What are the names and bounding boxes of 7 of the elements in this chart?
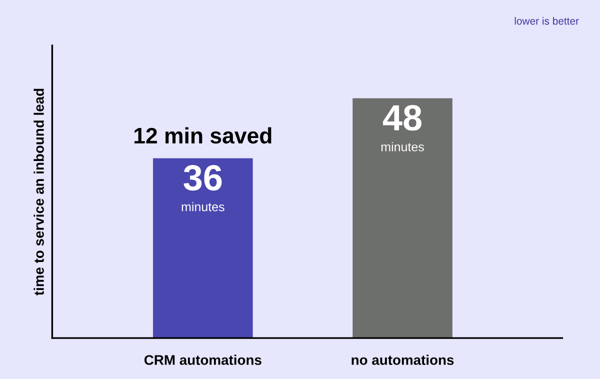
data-label: 48 minutes: [381, 105, 424, 152]
data-label: 36 minutes: [182, 165, 224, 212]
y-axis-title: time to service an inbound lead: [34, 88, 44, 296]
annotation: 12 min saved: [134, 127, 272, 144]
x-tick-label: no automations: [352, 354, 454, 365]
x-tick-label: CRM automations: [144, 354, 262, 365]
text: lower is better: [514, 17, 579, 25]
